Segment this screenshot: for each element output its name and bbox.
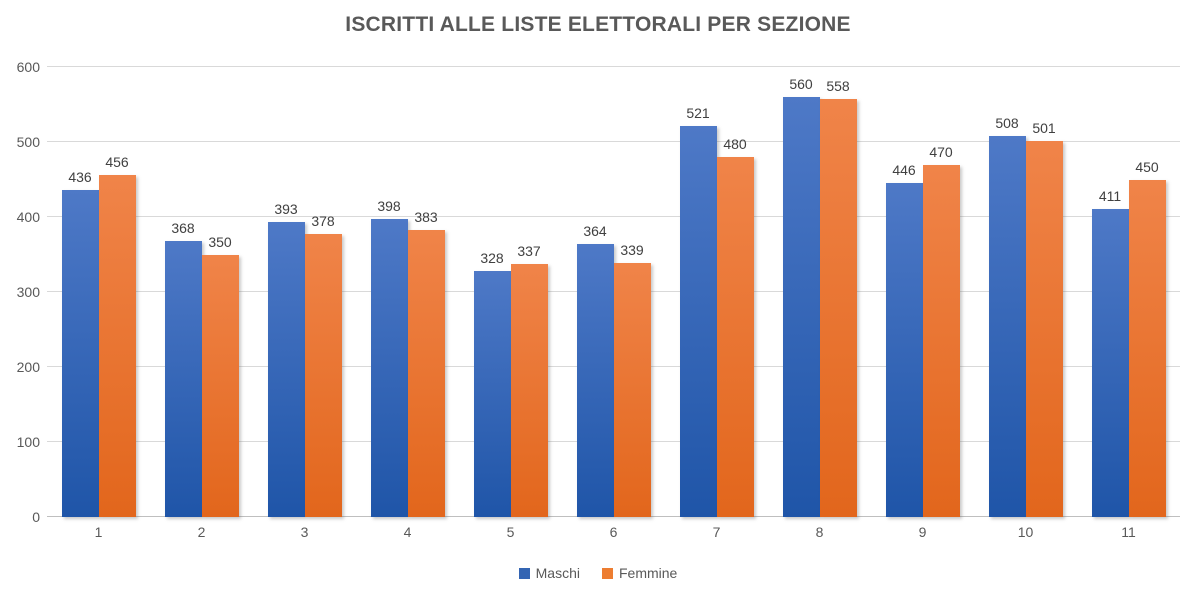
legend: Maschi Femmine [0, 565, 1196, 581]
x-tick-label-2: 2 [197, 524, 206, 540]
bar-femmine-2: 350 [201, 234, 239, 517]
bar-femmine-9: 470 [922, 144, 960, 517]
data-label-femmine-2: 350 [208, 233, 232, 250]
data-label-maschi-11: 411 [1098, 187, 1122, 204]
bar-group-6: 364 339 [562, 67, 665, 517]
bar-femmine-1: 456 [98, 154, 136, 517]
bar-group-4: 398 383 [356, 67, 459, 517]
bar-maschi-3: 393 [267, 201, 305, 517]
gridline-500 [47, 141, 1180, 142]
bar-group-9: 446 470 [871, 67, 974, 517]
data-label-femmine-8: 558 [826, 77, 850, 94]
bar-femmine-8: 558 [819, 78, 857, 517]
y-axis: 0 100 200 300 400 500 600 [0, 59, 40, 525]
bar-group-10: 508 501 [974, 67, 1077, 517]
bar-group-3: 393 378 [253, 67, 356, 517]
data-label-femmine-3: 378 [311, 212, 335, 229]
x-tick-label-4: 4 [403, 524, 412, 540]
gridline-400 [47, 216, 1180, 218]
data-label-femmine-9: 470 [929, 143, 953, 160]
data-label-maschi-2: 368 [171, 220, 195, 236]
x-tick-label-10: 10 [1017, 524, 1034, 540]
x-tick-label-11: 11 [1121, 524, 1136, 540]
data-label-maschi-4: 398 [377, 197, 401, 214]
x-tick-label-7: 7 [712, 524, 721, 540]
y-tick-label-0: 0 [32, 509, 40, 525]
data-label-femmine-1: 456 [105, 154, 129, 170]
bar-group-7: 521 480 [665, 67, 768, 517]
bar-femmine-4: 383 [407, 209, 445, 517]
bar-group-8: 560 558 [768, 67, 871, 517]
bar-femmine-3: 378 [304, 213, 342, 517]
bar-maschi-11: 411 [1091, 188, 1129, 517]
y-tick-label-300: 300 [16, 284, 40, 300]
x-tick-label-9: 9 [918, 524, 927, 540]
data-label-maschi-9: 446 [892, 161, 916, 178]
x-tick-label-1: 1 [94, 524, 103, 540]
y-tick-label-600: 600 [16, 59, 40, 75]
y-tick-label-400: 400 [16, 209, 40, 225]
bar-group-2: 368 350 [150, 67, 253, 517]
bar-maschi-8: 560 [782, 76, 820, 517]
x-tick-label-5: 5 [506, 524, 515, 540]
bar-maschi-10: 508 [988, 115, 1026, 517]
legend-item-maschi: Maschi [518, 565, 580, 581]
bar-maschi-6: 364 [576, 223, 614, 517]
data-label-femmine-4: 383 [414, 208, 438, 225]
data-label-maschi-5: 328 [480, 250, 504, 266]
bar-femmine-7: 480 [716, 136, 754, 517]
bar-maschi-2: 368 [164, 220, 202, 517]
bar-maschi-9: 446 [885, 162, 923, 517]
data-label-maschi-7: 521 [686, 105, 710, 122]
y-tick-label-100: 100 [16, 434, 40, 450]
bar-maschi-1: 436 [61, 169, 99, 517]
bar-maschi-7: 521 [679, 105, 717, 517]
legend-label-maschi: Maschi [535, 565, 580, 581]
bar-groups: 436 456 368 350 393 378 398 383 328 337 364 339 521 4… [47, 67, 1180, 517]
bar-maschi-4: 398 [370, 198, 408, 517]
x-tick-label-3: 3 [300, 524, 309, 540]
bar-maschi-5: 328 [473, 250, 511, 517]
data-label-maschi-3: 393 [274, 201, 298, 218]
data-label-femmine-7: 480 [723, 136, 747, 152]
bar-group-11: 411 450 [1077, 67, 1180, 517]
data-label-femmine-11: 450 [1135, 158, 1159, 175]
y-tick-label-500: 500 [16, 134, 40, 150]
data-label-femmine-10: 501 [1032, 120, 1056, 137]
data-label-maschi-10: 508 [995, 115, 1019, 131]
data-label-maschi-8: 560 [789, 76, 813, 92]
bar-femmine-5: 337 [510, 243, 548, 517]
data-label-femmine-6: 339 [620, 241, 644, 258]
plot-area: 436 456 368 350 393 378 398 383 328 337 364 339 521 4… [47, 66, 1180, 517]
bar-group-5: 328 337 [459, 67, 562, 517]
x-tick-label-8: 8 [815, 524, 824, 540]
legend-swatch-maschi [518, 567, 530, 579]
data-label-maschi-6: 364 [583, 223, 607, 239]
chart-title: ISCRITTI ALLE LISTE ELETTORALI PER SEZIO… [345, 13, 851, 36]
gridline-600 [47, 66, 1180, 67]
bar-femmine-10: 501 [1025, 120, 1063, 517]
data-label-femmine-5: 337 [517, 243, 541, 260]
legend-item-femmine: Femmine [602, 565, 677, 581]
bar-femmine-6: 339 [613, 242, 651, 517]
bar-group-1: 436 456 [47, 67, 150, 517]
x-tick-label-6: 6 [609, 524, 618, 540]
data-label-maschi-1: 436 [68, 169, 92, 186]
bar-femmine-11: 450 [1128, 159, 1166, 517]
legend-swatch-femmine [602, 567, 613, 579]
x-axis: 1 2 3 4 5 6 7 8 9 10 11 [47, 524, 1180, 540]
legend-label-femmine: Femmine [619, 565, 678, 581]
y-tick-label-200: 200 [16, 359, 40, 375]
